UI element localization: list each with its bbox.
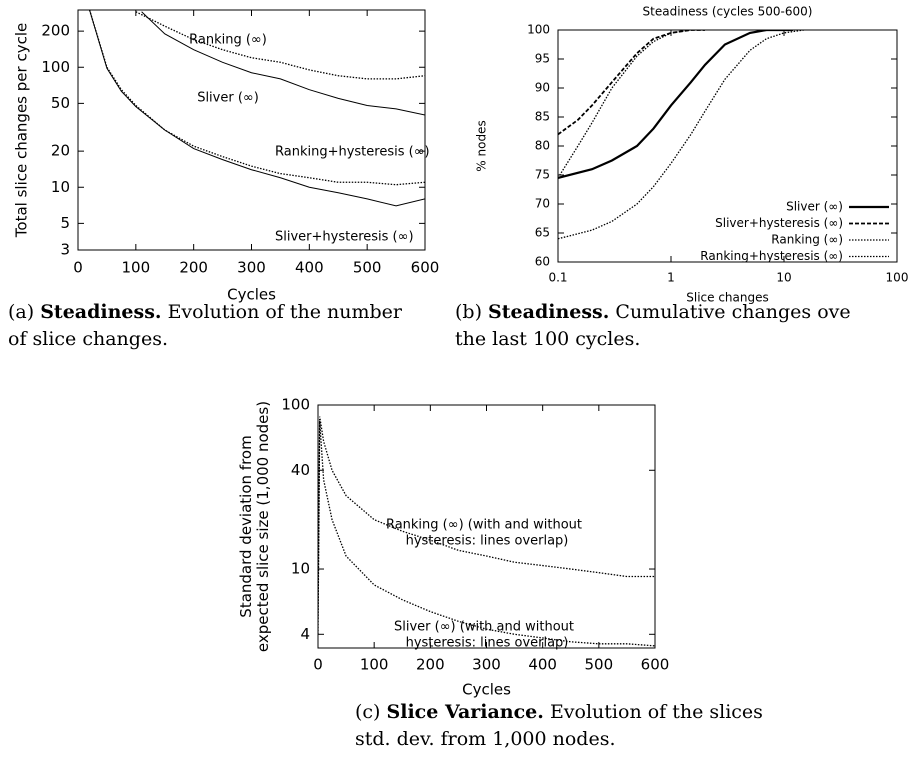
x-tick-label: 500 (585, 656, 614, 674)
series-line (558, 30, 793, 179)
series-line (141, 11, 425, 116)
chart: 0 100 200 300 400 500 600 3 5 10 20 50 100 200 Cycles T… (8, 9, 440, 350)
y-tick-label: 40 (291, 461, 310, 479)
y-tick-label: 10 (291, 560, 310, 578)
series-line (135, 11, 425, 80)
series-label: Ranking (∞) (189, 33, 267, 48)
legend-label: Ranking+hysteresis (∞) (700, 249, 843, 263)
caption-title: Slice Variance. (387, 701, 544, 723)
x-tick-label: 100 (360, 656, 389, 674)
x-tick-label: 600 (411, 259, 440, 277)
y-tick-label: 100 (41, 58, 70, 76)
caption-text: Evolution of the slices (550, 701, 763, 723)
y-tick-label: 80 (535, 139, 550, 153)
series-label: Sliver (∞) (197, 91, 259, 106)
y-tick-label: 100 (527, 23, 550, 37)
x-tick-label: 100 (886, 271, 909, 285)
series-line (318, 416, 655, 619)
caption: (b) Steadiness. Cumulative changes ove (455, 301, 851, 323)
series-label: Ranking+hysteresis (∞) (275, 145, 430, 160)
caption-text: Evolution of the number (168, 301, 403, 323)
y-tick-label: 65 (535, 226, 550, 240)
y-axis-label: Standard deviation from (237, 435, 255, 617)
y-tick-label: 5 (60, 214, 70, 232)
y-tick-label: 75 (535, 168, 550, 182)
chart: 0.1 1 10 100 60 65 70 75 80 85 90 95 100 Slice change… (455, 5, 908, 351)
x-axis-label: Slice changes (686, 291, 769, 305)
series-line (318, 420, 655, 647)
x-axis-label: Cycles (227, 286, 276, 304)
caption: (a) Steadiness. Evolution of the number (8, 301, 403, 323)
caption: of slice changes. (8, 328, 168, 350)
series-line (558, 30, 706, 179)
y-tick-label: 50 (51, 94, 70, 112)
annotation: Sliver (∞) (with and without (394, 620, 574, 635)
x-tick-label: 200 (179, 259, 208, 277)
y-tick-label: 95 (535, 52, 550, 66)
x-tick-label: 300 (472, 656, 501, 674)
caption-label: (c) (355, 701, 380, 723)
caption-title: Steadiness. (40, 301, 161, 323)
y-tick-label: 70 (535, 197, 550, 211)
chart-title: Steadiness (cycles 500-600) (643, 5, 813, 19)
x-tick-label: 400 (295, 259, 324, 277)
y-tick-label: 85 (535, 110, 550, 124)
annotation: hysteresis: lines overlap) (406, 534, 569, 549)
caption: (c) Slice Variance. Evolution of the sli… (355, 701, 763, 723)
y-axis-label: Total slice changes per cycle (13, 23, 31, 238)
x-tick-label: 600 (641, 656, 670, 674)
annotation: hysteresis: lines overlap) (406, 636, 569, 651)
y-tick-label: 100 (281, 396, 310, 414)
caption: std. dev. from 1,000 nodes. (355, 728, 616, 750)
legend-label: Ranking (∞) (771, 233, 843, 247)
y-tick-label: 3 (60, 241, 70, 259)
caption: the last 100 cycles. (455, 328, 640, 350)
x-tick-label: 400 (528, 656, 557, 674)
y-tick-label: 20 (51, 142, 70, 160)
x-tick-label: 0.1 (548, 271, 567, 285)
series-line (89, 10, 425, 207)
series-label: Sliver+hysteresis (∞) (275, 230, 414, 245)
x-tick-label: 500 (353, 259, 382, 277)
y-axis-label: % nodes (475, 120, 489, 171)
legend-label: Sliver (∞) (786, 200, 843, 214)
series-line (88, 10, 425, 186)
caption-text: Cumulative changes ove (615, 301, 850, 323)
x-tick-label: 10 (776, 271, 791, 285)
caption-title: Steadiness. (488, 301, 609, 323)
annotation: Ranking (∞) (with and without (386, 518, 582, 533)
caption-label: (a) (8, 301, 34, 323)
x-tick-label: 0 (313, 656, 323, 674)
x-tick-label: 200 (416, 656, 445, 674)
caption-label: (b) (455, 301, 482, 323)
y-axis-label: expected slice size (1,000 nodes) (254, 401, 272, 652)
x-axis-label: Cycles (462, 681, 511, 699)
chart: 0 100 200 300 400 500 600 4 10 40 100 Cycles Standar… (237, 396, 763, 751)
y-tick-label: 200 (41, 22, 70, 40)
x-tick-label: 1 (667, 271, 675, 285)
x-tick-label: 0 (73, 259, 83, 277)
y-tick-label: 60 (535, 255, 550, 269)
series-line (558, 30, 804, 240)
x-tick-label: 300 (237, 259, 266, 277)
x-tick-label: 100 (122, 259, 151, 277)
series-line (558, 30, 706, 136)
y-tick-label: 10 (51, 178, 70, 196)
y-tick-label: 90 (535, 81, 550, 95)
y-tick-label: 4 (300, 625, 310, 643)
legend-label: Sliver+hysteresis (∞) (715, 216, 843, 230)
